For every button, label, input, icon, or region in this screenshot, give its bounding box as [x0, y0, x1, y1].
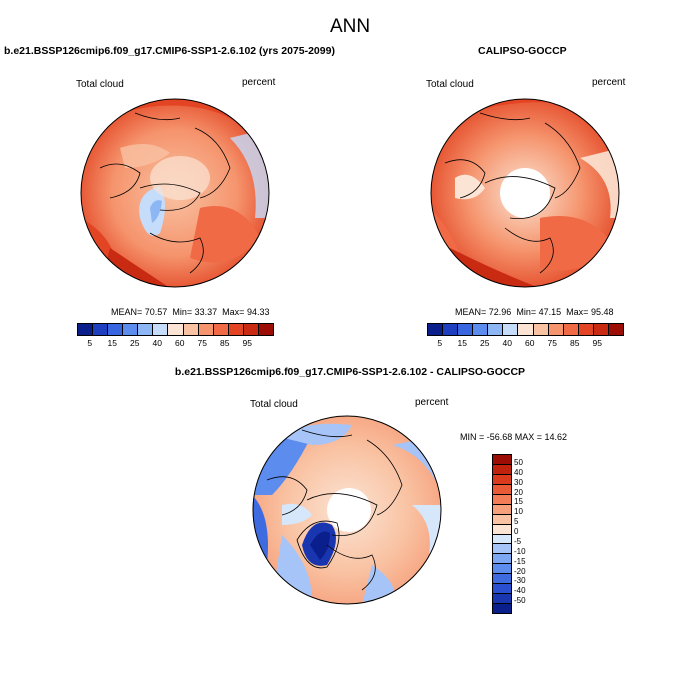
colorbar-swatch — [493, 564, 511, 575]
colorbar-tick-label: 60 — [525, 338, 535, 348]
colorbar-swatch — [517, 324, 533, 335]
panel1-case-title: b.e21.BSSP126cmip6.f09_g17.CMIP6-SSP1-2.… — [4, 45, 335, 57]
panel1-variable-label: Total cloud — [76, 79, 124, 90]
colorbar-tick-label: 15 — [457, 338, 467, 348]
panel2-colorbar-ticks: 5 15 25 40 60 75 85 95 — [427, 338, 622, 350]
panel3-polar-map — [252, 415, 442, 605]
colorbar-swatch — [493, 514, 511, 525]
panel1-colorbar-ticks: 5 15 25 40 60 75 85 95 — [77, 338, 272, 350]
colorbar-tick-label: -10 — [514, 546, 526, 556]
panel2-polar-map — [430, 98, 620, 288]
panel3-case-title: b.e21.BSSP126cmip6.f09_g17.CMIP6-SSP1-2.… — [174, 366, 526, 378]
colorbar-swatch — [493, 494, 511, 505]
panel2-stats: MEAN= 72.96 Min= 47.15 Max= 95.48 — [455, 307, 614, 317]
colorbar-swatch — [493, 604, 511, 613]
colorbar-tick-label: -15 — [514, 556, 526, 566]
panel1-stats: MEAN= 70.57 Min= 33.37 Max= 94.33 — [111, 307, 270, 317]
panel3-variable-label: Total cloud — [250, 399, 298, 410]
colorbar-swatch — [562, 324, 578, 335]
panel1-units-label: percent — [242, 77, 276, 88]
colorbar-swatch — [107, 324, 123, 335]
colorbar-swatch — [493, 484, 511, 495]
colorbar-tick-label: 25 — [130, 338, 140, 348]
panel3-colorbar — [492, 454, 512, 614]
colorbar-swatch — [493, 455, 511, 465]
colorbar-tick-label: 95 — [242, 338, 252, 348]
colorbar-tick-label: -30 — [514, 576, 526, 586]
panel1-polar-map — [80, 98, 270, 288]
colorbar-tick-label: 10 — [514, 507, 523, 517]
colorbar-swatch — [493, 544, 511, 555]
panel2-variable-label: Total cloud — [426, 79, 474, 90]
colorbar-tick-label: 40 — [514, 467, 523, 477]
colorbar-tick-label: 60 — [175, 338, 185, 348]
colorbar-swatch — [493, 464, 511, 475]
colorbar-tick-label: 15 — [107, 338, 117, 348]
colorbar-tick-label: -50 — [514, 596, 526, 606]
colorbar-tick-label: 25 — [480, 338, 490, 348]
colorbar-swatch — [122, 324, 138, 335]
colorbar-tick-label: 40 — [502, 338, 512, 348]
panel3-stats: MIN = -56.68 MAX = 14.62 — [460, 432, 568, 442]
figure-title: ANN — [329, 16, 371, 37]
colorbar-swatch — [493, 474, 511, 485]
colorbar-tick-label: 85 — [570, 338, 580, 348]
colorbar-swatch — [592, 324, 608, 335]
colorbar-tick-label: 15 — [514, 497, 523, 507]
panel3-units-label: percent — [415, 397, 449, 408]
panel2-case-title: CALIPSO-GOCCP — [478, 45, 567, 57]
colorbar-swatch — [493, 524, 511, 535]
colorbar-swatch — [428, 324, 443, 335]
panel1-colorbar — [77, 323, 274, 336]
colorbar-swatch — [212, 324, 228, 335]
colorbar-swatch — [487, 324, 503, 335]
colorbar-tick-label: 20 — [514, 487, 523, 497]
colorbar-swatch — [78, 324, 93, 335]
colorbar-tick-label: 40 — [152, 338, 162, 348]
colorbar-swatch — [92, 324, 108, 335]
colorbar-tick-label: 5 — [87, 338, 93, 348]
colorbar-tick-label: 30 — [514, 477, 523, 487]
colorbar-tick-label: 50 — [514, 457, 523, 467]
colorbar-tick-label: 5 — [437, 338, 443, 348]
colorbar-swatch — [547, 324, 563, 335]
panel2-colorbar — [427, 323, 624, 336]
colorbar-swatch — [493, 594, 511, 605]
colorbar-tick-label: -20 — [514, 566, 526, 576]
colorbar-swatch — [493, 504, 511, 515]
colorbar-swatch — [493, 534, 511, 545]
colorbar-swatch — [502, 324, 518, 335]
colorbar-swatch — [257, 324, 274, 335]
colorbar-tick-label: 0 — [514, 527, 519, 536]
colorbar-swatch — [457, 324, 473, 335]
colorbar-swatch — [493, 554, 511, 565]
colorbar-swatch — [532, 324, 548, 335]
colorbar-swatch — [167, 324, 183, 335]
colorbar-tick-label: 5 — [514, 517, 519, 527]
colorbar-swatch — [493, 574, 511, 585]
colorbar-swatch — [242, 324, 258, 335]
colorbar-swatch — [442, 324, 458, 335]
colorbar-swatch — [137, 324, 153, 335]
panel2-units-label: percent — [592, 77, 626, 88]
colorbar-tick-label: -40 — [514, 586, 526, 596]
colorbar-tick-label: 85 — [220, 338, 230, 348]
colorbar-tick-label: -5 — [514, 536, 522, 546]
colorbar-swatch — [182, 324, 198, 335]
colorbar-swatch — [493, 584, 511, 595]
colorbar-swatch — [472, 324, 488, 335]
panel3-colorbar-ticks: 50 40 30 20 15 10 5 0 -5 -10 -15 -20 -30 -40 -50 — [514, 454, 544, 612]
colorbar-tick-label: 95 — [592, 338, 602, 348]
colorbar-swatch — [197, 324, 213, 335]
colorbar-swatch — [607, 324, 624, 335]
colorbar-swatch — [227, 324, 243, 335]
colorbar-tick-label: 75 — [547, 338, 557, 348]
colorbar-swatch — [577, 324, 593, 335]
colorbar-swatch — [152, 324, 168, 335]
colorbar-tick-label: 75 — [197, 338, 207, 348]
